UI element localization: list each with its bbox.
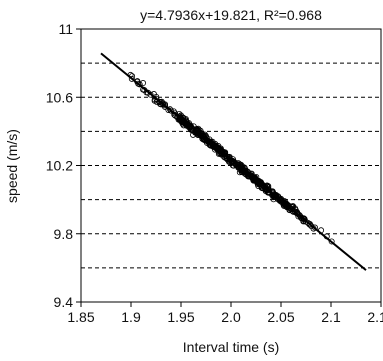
y-tick-label: 10.6: [46, 89, 73, 105]
y-axis-label: speed (m/s): [4, 129, 20, 203]
trendline: [100, 52, 367, 271]
data-point: [209, 142, 216, 149]
x-axis-ticks: 1.85 1.9 1.95 2.0 2.05 2.1 2.15: [67, 302, 383, 325]
data-point: [179, 117, 186, 124]
data-point: [300, 216, 307, 223]
data-point: [167, 107, 174, 114]
x-tick-label: 2.15: [367, 309, 383, 325]
data-point: [244, 170, 251, 177]
x-tick-label: 2.1: [321, 309, 341, 325]
data-point: [328, 238, 335, 245]
y-tick-label: 11: [58, 21, 73, 37]
data-point: [278, 197, 285, 204]
data-point: [297, 214, 304, 221]
y-tick-label: 10.2: [46, 158, 73, 174]
data-point: [140, 80, 147, 87]
data-point: [306, 221, 313, 228]
data-point: [226, 156, 233, 163]
y-axis-ticks: 9.4 9.8 10.2 10.6 11: [46, 21, 81, 310]
chart-title: y=4.7936x+19.821, R²=0.968: [140, 7, 322, 23]
data-point: [147, 91, 154, 98]
data-point: [159, 100, 166, 107]
data-point: [270, 191, 277, 198]
x-tick-label: 1.95: [167, 309, 194, 325]
x-tick-label: 2.0: [221, 309, 241, 325]
y-tick-label: 9.4: [54, 294, 74, 310]
data-point: [128, 75, 135, 82]
x-tick-label: 2.05: [267, 309, 294, 325]
x-axis-label: Interval time (s): [183, 339, 279, 355]
data-point: [181, 118, 188, 125]
data-point: [260, 183, 267, 190]
x-tick-label: 1.9: [121, 309, 141, 325]
y-tick-label: 9.8: [54, 226, 74, 242]
data-point: [277, 196, 284, 203]
data-point: [187, 123, 194, 130]
x-tick-label: 1.85: [67, 309, 94, 325]
data-point: [195, 129, 202, 136]
data-point: [195, 125, 202, 132]
